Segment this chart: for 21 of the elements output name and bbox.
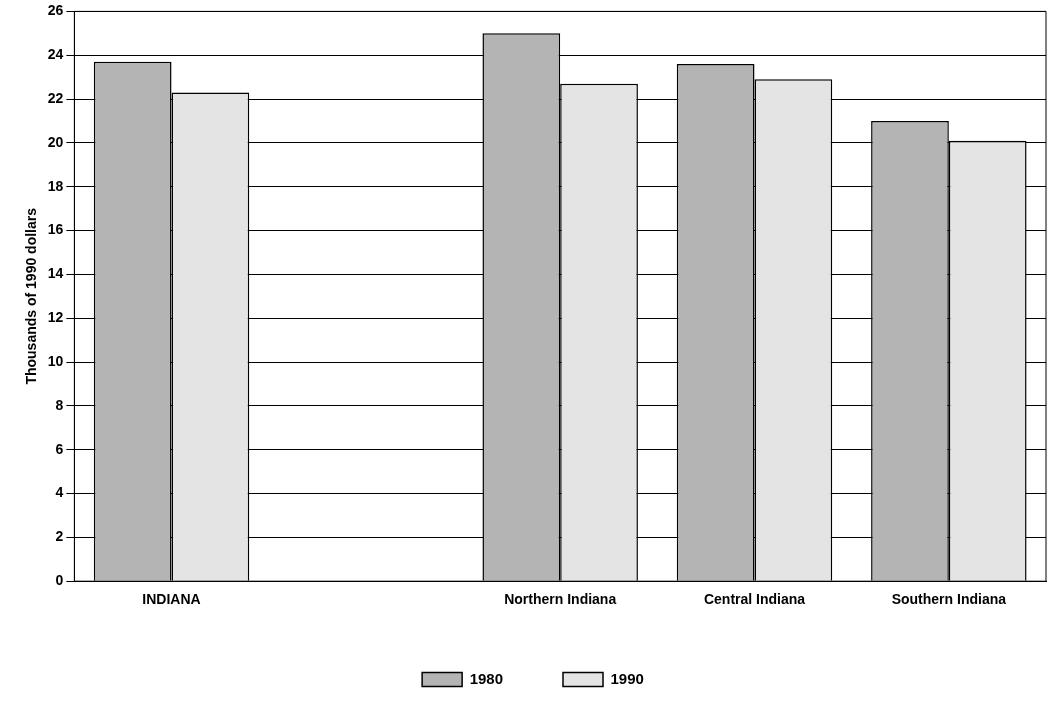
y-tick-label: 12 <box>47 309 64 326</box>
y-tick-label: 14 <box>47 265 64 282</box>
y-tick-label: 22 <box>47 89 64 106</box>
y-tick-label: 6 <box>55 440 64 457</box>
y-axis-title: Thousands of 1990 dollars <box>23 207 40 385</box>
y-tick-label: 20 <box>47 133 64 150</box>
x-tick-label: Northern Indiana <box>504 591 617 608</box>
x-tick-label: Central Indiana <box>703 591 806 608</box>
y-tick-label: 10 <box>47 352 64 369</box>
legend-label: 1980 <box>469 669 504 687</box>
x-tick-label: INDIANA <box>142 591 201 608</box>
y-tick-label: 26 <box>47 2 64 19</box>
y-tick-label: 8 <box>55 396 64 413</box>
x-tick-label: Southern Indiana <box>891 591 1007 608</box>
legend-label: 1990 <box>610 669 644 687</box>
y-tick-label: 24 <box>47 46 64 63</box>
y-tick-label: 4 <box>55 484 64 501</box>
y-tick-label: 16 <box>47 221 64 238</box>
y-tick-label: 2 <box>55 528 64 545</box>
y-tick-label: 18 <box>47 177 64 194</box>
y-tick-label: 0 <box>55 572 64 589</box>
